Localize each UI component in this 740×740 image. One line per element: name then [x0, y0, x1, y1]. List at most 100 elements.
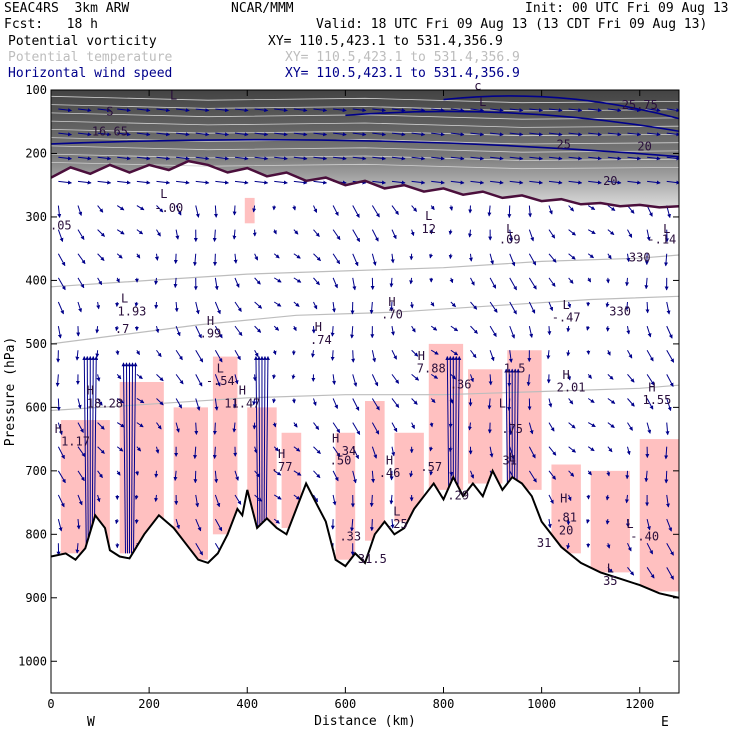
- wind-arrow: [352, 108, 367, 113]
- wind-arrow: [548, 253, 557, 263]
- wind-arrow: [273, 277, 282, 283]
- wind-arrow: [644, 277, 649, 290]
- wind-arrow: [331, 301, 336, 313]
- wind-arrow: [509, 132, 524, 137]
- wind-arrow: [195, 301, 200, 315]
- wind-arrow: [627, 398, 635, 407]
- wind-arrow: [391, 108, 406, 113]
- wind-arrow: [154, 494, 159, 503]
- wind-arrow: [311, 350, 315, 358]
- wind-arrow: [195, 398, 201, 411]
- wind-arrow: [470, 132, 485, 137]
- wind-arrow: [95, 350, 100, 358]
- wind-arrow: [450, 132, 465, 137]
- wind-arrow: [214, 494, 221, 508]
- theta-contour: [51, 295, 679, 345]
- wind-arrow: [489, 325, 497, 338]
- contour-label: H: [648, 381, 655, 395]
- field-pv-xy: XY= 110.5,423.1 to 531.4,356.9: [268, 34, 503, 49]
- wind-arrow: [97, 156, 112, 161]
- wind-arrow: [272, 374, 277, 380]
- wind-arrow: [352, 446, 359, 460]
- wind-arrow: [116, 229, 125, 235]
- wind-arrow: [625, 519, 630, 528]
- wind-arrow: [273, 446, 279, 452]
- wind-arrow: [607, 156, 622, 161]
- wind-arrow: [390, 519, 395, 529]
- wind-arrow: [566, 543, 571, 550]
- contour-label: .75: [501, 422, 523, 436]
- updraft-arrow: [82, 355, 87, 548]
- wind-arrow: [174, 301, 179, 313]
- wind-arrow: [134, 494, 139, 500]
- wind-arrow: [77, 446, 86, 458]
- wind-arrow: [136, 229, 144, 235]
- wind-arrow: [272, 350, 277, 356]
- wind-arrow: [57, 446, 65, 460]
- wind-arrow: [332, 374, 337, 385]
- wind-arrow: [548, 108, 563, 113]
- wind-arrow: [154, 470, 159, 478]
- wind-arrow: [77, 470, 85, 482]
- x-tick-label: 600: [335, 697, 357, 711]
- updraft-arrow: [133, 362, 138, 554]
- wind-arrow: [371, 422, 380, 435]
- wind-arrow: [176, 132, 190, 137]
- wind-arrow: [429, 422, 434, 428]
- wind-arrow: [450, 325, 459, 332]
- wind-arrow: [528, 470, 537, 483]
- contour-label: .74: [310, 333, 332, 347]
- wind-arrow: [391, 422, 398, 433]
- wind-arrow: [77, 229, 85, 241]
- wind-arrow: [568, 205, 574, 212]
- wind-arrow: [568, 156, 583, 161]
- wind-arrow: [215, 132, 230, 137]
- wind-arrow: [330, 326, 335, 337]
- wind-speed-contour: [443, 95, 679, 120]
- wind-arrow: [332, 470, 339, 482]
- wind-arrow: [234, 156, 249, 161]
- wind-arrow: [448, 229, 453, 235]
- wind-arrow: [372, 132, 387, 137]
- wind-arrow: [77, 398, 82, 409]
- wind-arrow: [313, 422, 320, 430]
- x-tick-label: 400: [236, 697, 258, 711]
- contour-label: 20: [637, 139, 651, 153]
- contour-label: 2.01: [557, 381, 586, 395]
- wind-arrow: [644, 470, 649, 483]
- wind-arrow: [528, 205, 533, 218]
- wind-arrow: [605, 494, 610, 501]
- wind-arrow: [97, 253, 105, 261]
- cloud-region: [551, 464, 581, 554]
- wind-arrow: [212, 229, 217, 242]
- wind-arrow: [193, 446, 198, 460]
- wind-arrow: [135, 470, 140, 476]
- wind-arrow: [57, 326, 62, 339]
- wind-arrow: [568, 470, 575, 477]
- wind-arrow: [97, 229, 105, 237]
- wind-arrow: [371, 470, 376, 483]
- wind-arrow: [194, 422, 199, 435]
- wind-arrow: [371, 205, 380, 218]
- wind-arrow: [509, 253, 516, 267]
- wind-arrow: [352, 398, 360, 411]
- wind-arrow: [666, 542, 674, 556]
- wind-arrow: [351, 350, 356, 363]
- wind-arrow: [293, 277, 302, 283]
- wind-arrow: [55, 374, 60, 387]
- wind-arrow: [509, 156, 524, 161]
- wind-arrow: [273, 470, 282, 476]
- wind-arrow: [254, 132, 269, 137]
- wind-arrow: [470, 470, 475, 479]
- wind-arrow: [116, 205, 125, 211]
- init-label: Init: 00 UTC Fri 09 Aug 13: [525, 1, 729, 16]
- wind-arrow: [665, 494, 670, 508]
- wind-arrow: [490, 108, 504, 113]
- wind-arrow: [76, 519, 81, 530]
- wind-arrow: [411, 325, 416, 333]
- wind-arrow: [115, 326, 119, 332]
- wind-arrow: [75, 543, 80, 554]
- wind-arrow: [136, 108, 151, 113]
- wind-arrow: [57, 470, 66, 484]
- wind-arrow: [156, 398, 164, 406]
